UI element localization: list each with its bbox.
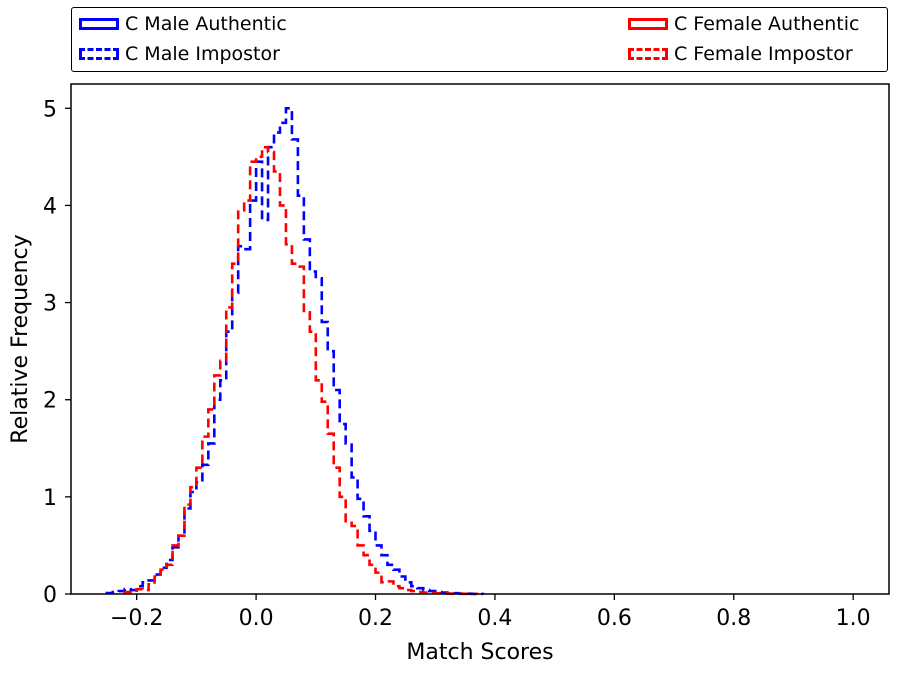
series-layer [105, 106, 485, 596]
x-tick-label: 0.8 [716, 606, 751, 631]
y-tick-label: 2 [43, 389, 57, 414]
series-c-male-impostor [105, 106, 485, 596]
x-axis-label: Match Scores [406, 640, 553, 665]
x-tick-label: 0.6 [597, 606, 632, 631]
y-axis-label: Relative Frequency [8, 234, 33, 443]
y-tick-label: 3 [43, 292, 57, 317]
legend-item-female-impostor: C Female Impostor [628, 43, 853, 65]
x-tick-label: 1.0 [836, 606, 871, 631]
legend-item-male-authentic: C Male Authentic [79, 13, 287, 35]
y-tick-label: 5 [43, 97, 57, 122]
x-tick-label: 0.4 [477, 606, 512, 631]
x-axis: −0.2 0.0 0.2 0.4 0.6 0.8 1.0 [110, 594, 871, 631]
y-axis: 0 1 2 3 4 5 [43, 97, 71, 608]
legend-label-male-impostor: C Male Impostor [125, 43, 280, 65]
legend-swatch-female-authentic [628, 18, 668, 30]
legend-swatch-male-authentic [79, 18, 119, 30]
legend-label-male-authentic: C Male Authentic [125, 13, 287, 35]
y-tick-label: 4 [43, 194, 57, 219]
x-tick-label: −0.2 [110, 606, 163, 631]
legend-label-female-impostor: C Female Impostor [674, 43, 853, 65]
plot-frame [70, 83, 890, 595]
y-tick-label: 1 [43, 486, 57, 511]
y-tick-label: 0 [43, 583, 57, 608]
legend-item-male-impostor: C Male Impostor [79, 43, 280, 65]
series-c-female-impostor [123, 145, 479, 596]
x-tick-label: 0.2 [358, 606, 393, 631]
legend-swatch-male-impostor [79, 48, 119, 60]
legend: C Male Authentic C Male Impostor C Femal… [71, 7, 888, 72]
legend-item-female-authentic: C Female Authentic [628, 13, 859, 35]
legend-swatch-female-impostor [628, 48, 668, 60]
legend-label-female-authentic: C Female Authentic [674, 13, 860, 35]
x-tick-label: 0.0 [239, 606, 274, 631]
